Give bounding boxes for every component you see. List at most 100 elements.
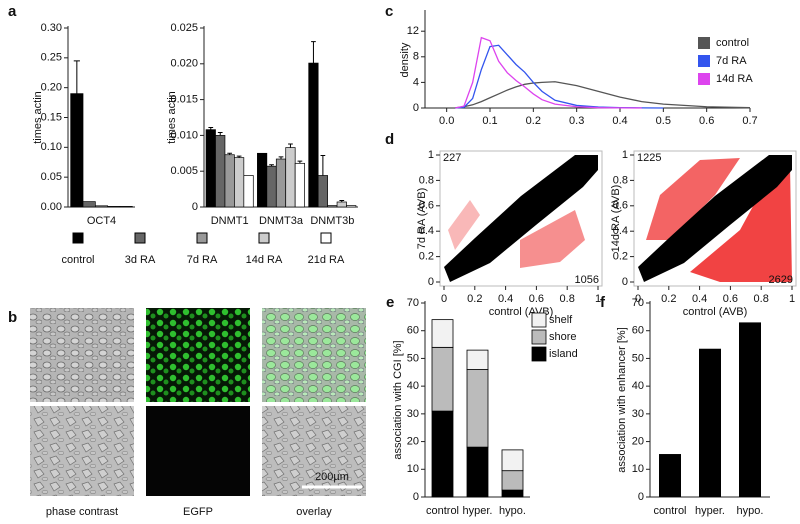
panel-letter: b [8, 309, 17, 326]
y-tick-label: 0.20 [41, 82, 62, 94]
y-tick-label: 0.15 [41, 111, 62, 123]
y-tick-label: 70 [632, 297, 644, 309]
count-annotation: 1225 [637, 152, 661, 164]
y-tick-label: 50 [407, 352, 419, 364]
egfp-image [146, 406, 250, 496]
x-tick-label: 0 [635, 293, 641, 305]
x-tick-label: OCT4 [87, 215, 116, 227]
y-tick-label: 10 [632, 463, 644, 475]
x-tick-label: 1 [595, 293, 601, 305]
bar-segment [501, 489, 524, 498]
panel-letter: a [8, 3, 17, 20]
legend-label: 14d RA [716, 73, 753, 85]
y-axis-label: 14d RA (AVB) [610, 185, 622, 253]
plot-frame [633, 150, 797, 287]
y-axis-label: times actin [166, 91, 178, 144]
legend-label: 7d RA [716, 55, 747, 67]
bar [327, 205, 338, 208]
bar-segment [466, 369, 489, 448]
x-tick-label: 0.6 [529, 293, 544, 305]
y-tick-label: 20 [407, 435, 419, 447]
bar [94, 205, 109, 208]
image-caption: EGFP [183, 506, 213, 518]
image-caption: phase contrast [46, 506, 118, 518]
y-tick-label: 8 [413, 51, 419, 63]
legend-swatch [196, 232, 208, 244]
x-tick-label: 0.4 [612, 115, 627, 127]
y-tick-label: 4 [413, 76, 419, 88]
bar [739, 322, 761, 497]
legend-swatch [698, 73, 710, 85]
density-line [455, 81, 751, 109]
error-bar [73, 60, 80, 94]
error-bar [278, 156, 284, 160]
y-tick-label: 0.005 [170, 165, 198, 177]
count-annotation: 2629 [769, 274, 793, 286]
y-tick-label: 0.015 [170, 94, 198, 106]
y-tick-label: 70 [407, 297, 419, 309]
scatter-cloud [444, 155, 792, 282]
error-bar [288, 143, 293, 148]
x-tick-label: DNMT3a [259, 215, 304, 227]
legend-swatch [72, 232, 84, 244]
y-axis-label: times actin [32, 91, 44, 144]
bar [317, 175, 328, 208]
y-tick-label: 0.010 [170, 129, 198, 141]
x-tick-label: hypo. [499, 505, 526, 517]
y-tick-label: 40 [632, 380, 644, 392]
legend-label: 7d RA [187, 254, 218, 266]
bar [205, 129, 216, 208]
legend-swatch [258, 232, 270, 244]
bar [224, 154, 235, 208]
y-tick-label: 20 [632, 435, 644, 447]
x-tick-label: hyper. [695, 505, 725, 517]
x-tick-label: 0.6 [699, 115, 714, 127]
legend-label: island [549, 348, 578, 360]
y-tick-label: 0.2 [419, 251, 434, 263]
y-tick-label: 0.00 [41, 201, 62, 213]
y-tick-label: 0.30 [41, 22, 62, 34]
y-tick-label: 1 [428, 149, 434, 161]
y-tick-label: 30 [407, 408, 419, 420]
y-tick-label: 0 [413, 491, 419, 503]
legend-swatch [531, 346, 547, 362]
legend-swatch [531, 329, 547, 345]
x-tick-label: 0.4 [692, 293, 707, 305]
legend-swatch [698, 55, 710, 67]
legend-label: 21d RA [308, 254, 345, 266]
bar-segment [466, 446, 489, 498]
bar [294, 162, 305, 208]
bar-segment [501, 449, 524, 472]
bar-segment [466, 349, 489, 370]
phase-contrast-image [30, 308, 134, 402]
legend-label: shore [549, 331, 577, 343]
y-tick-label: 0.4 [613, 225, 628, 237]
x-tick-label: 0.2 [661, 293, 676, 305]
bar-segment [431, 346, 454, 412]
bar [243, 175, 254, 208]
error-bar [269, 164, 274, 167]
x-tick-label: control [426, 505, 459, 517]
y-tick-label: 10 [407, 463, 419, 475]
y-tick-label: 12 [407, 25, 419, 37]
y-tick-label: 1 [622, 149, 628, 161]
x-tick-label: 0.2 [526, 115, 541, 127]
x-tick-label: hypo. [737, 505, 764, 517]
bar [215, 135, 226, 208]
bar [699, 348, 721, 497]
bar [346, 205, 357, 208]
scale-bar-label: 200µm [315, 471, 349, 483]
y-tick-label: 0.8 [419, 174, 434, 186]
y-tick-label: 0.2 [613, 251, 628, 263]
error-bar [208, 127, 214, 130]
bar [234, 157, 245, 208]
bar [107, 206, 121, 208]
x-tick-label: DNMT1 [211, 215, 249, 227]
x-tick-label: 0.3 [569, 115, 584, 127]
x-tick-label: 0.8 [560, 293, 575, 305]
x-tick-label: 0.2 [467, 293, 482, 305]
panel-letter: f [600, 294, 606, 311]
y-axis-label: density [399, 42, 411, 77]
x-tick-label: hyper. [463, 505, 493, 517]
